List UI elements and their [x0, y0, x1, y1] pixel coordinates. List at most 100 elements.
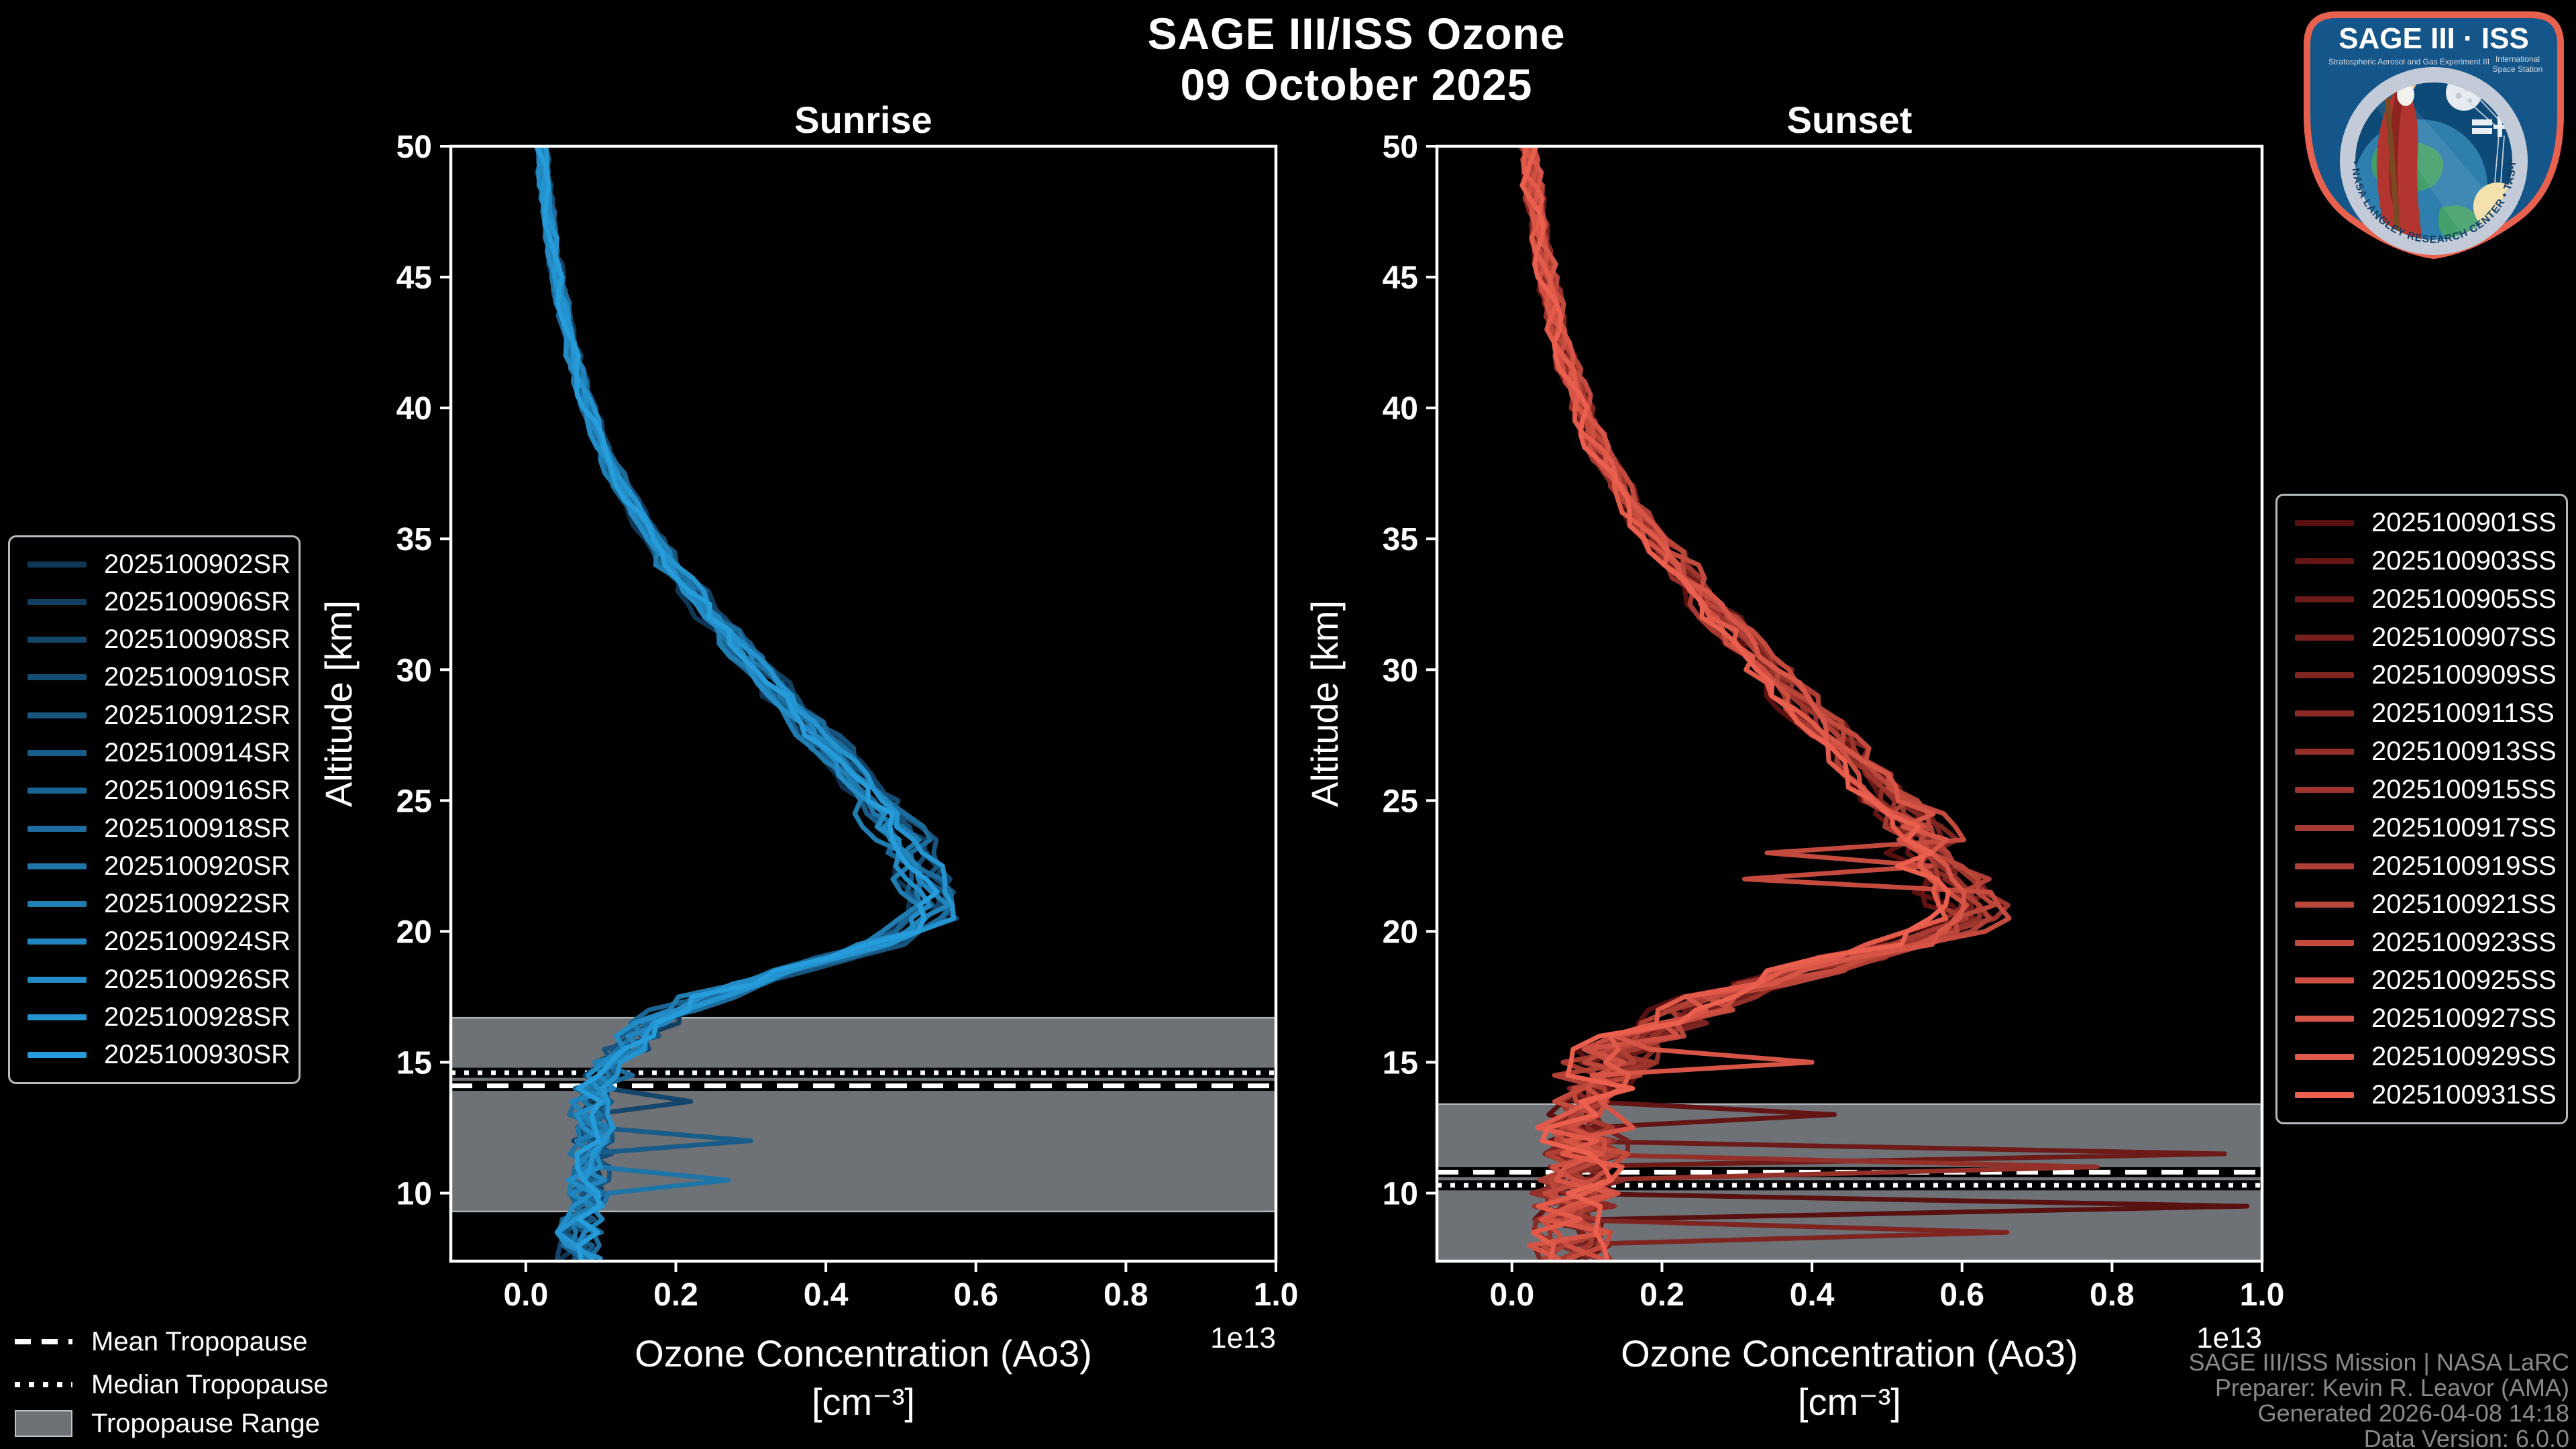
legend-label: 2025100930SR	[104, 1040, 291, 1070]
legend-line-swatch	[28, 863, 87, 869]
legend-line-swatch	[28, 637, 87, 643]
x-tick-label: 1.0	[1254, 1277, 1299, 1313]
legend-item: 2025100902SR	[10, 549, 299, 580]
legend-item: 2025100914SR	[10, 738, 299, 768]
legend-label: 2025100921SS	[2371, 889, 2557, 919]
median-tropopause-label: Median Tropopause	[91, 1369, 329, 1399]
x-tick-label: 0.2	[1640, 1277, 1684, 1313]
moon-crater	[2455, 93, 2462, 99]
legend-line-swatch	[28, 976, 87, 983]
plot-frame	[449, 144, 1278, 1263]
legend-label: 2025100922SR	[104, 889, 291, 919]
legend-label: 2025100910SR	[104, 662, 291, 692]
legend-label: 2025100903SS	[2371, 545, 2557, 576]
legend-label: 2025100911SS	[2371, 698, 2555, 729]
legend-label: 2025100902SR	[104, 549, 291, 579]
profile-line-2025100931SS	[1519, 146, 1951, 1261]
legend-line-swatch	[28, 901, 87, 908]
attribution-generated: Generated 2026-04-08 14:18	[2257, 1399, 2569, 1427]
x-tick-label: 0.4	[1790, 1277, 1835, 1313]
legend-line-swatch	[2295, 824, 2354, 831]
sunset-panel-title: Sunset	[1786, 99, 1913, 141]
legend-item-tropopause-range: Tropopause Range	[15, 1407, 320, 1440]
y-tick-label: 15	[396, 1045, 432, 1081]
y-tick-label: 10	[1383, 1177, 1418, 1212]
sunset-panel: 0.0 0.2 0.4 0.6 0.8 1.0 10 15 20 25 30 35 40 45 50	[1383, 129, 2285, 1313]
legend-line-swatch	[2295, 557, 2354, 564]
legend-label: 2025100909SS	[2371, 660, 2557, 690]
legend-label: 2025100917SS	[2371, 812, 2557, 843]
attribution-mission: SAGE III/ISS Mission | NASA LaRC	[2188, 1348, 2569, 1376]
sunrise-legend: 2025100902SR 2025100906SR 2025100908SR 2025…	[8, 535, 301, 1084]
sage-iii-iss-mission-patch: SAGE III · ISS Stratospheric Aerosol and…	[2296, 7, 2564, 260]
legend-label: 2025100916SR	[104, 775, 291, 806]
y-tick-label: 35	[396, 522, 432, 557]
y-tick-label: 20	[396, 914, 432, 950]
dashed-line-swatch	[15, 1339, 72, 1344]
x-tick-label: 0.6	[953, 1277, 998, 1313]
legend-line-swatch	[2295, 863, 2354, 869]
y-tick-label: 45	[1383, 260, 1418, 296]
legend-item: 2025100921SS	[2277, 890, 2566, 920]
legend-item: 2025100907SS	[2277, 623, 2566, 653]
y-tick-label: 10	[396, 1177, 432, 1212]
legend-label: 2025100920SR	[104, 851, 291, 881]
legend-item: 2025100925SS	[2277, 965, 2566, 996]
legend-label: 2025100923SS	[2371, 927, 2557, 957]
observation-rays	[2469, 95, 2505, 183]
legend-item-median-tropopause: Median Tropopause	[15, 1368, 329, 1401]
legend-line-swatch	[28, 674, 87, 681]
legend-item: 2025100926SR	[10, 965, 299, 995]
legend-label: 2025100912SR	[104, 700, 291, 730]
x-tick-label: 0.4	[804, 1277, 849, 1313]
legend-line-swatch	[2295, 519, 2354, 526]
legend-label: 2025100901SS	[2371, 507, 2557, 537]
y-tick-label: 30	[396, 653, 432, 688]
x-tick-label: 0.2	[653, 1277, 698, 1313]
legend-label: 2025100931SS	[2371, 1080, 2557, 1110]
sunrise-panel-title: Sunrise	[794, 99, 932, 141]
legend-line-swatch	[28, 1052, 87, 1059]
legend-item: 2025100928SR	[10, 1002, 299, 1032]
legend-line-swatch	[28, 561, 87, 568]
legend-label: 2025100907SS	[2371, 622, 2557, 652]
legend-line-swatch	[2295, 1054, 2354, 1061]
patch-subtitle-right-1: International	[2496, 54, 2540, 64]
sunrise-x-axis-label: Ozone Concentration (Ao3)	[635, 1332, 1092, 1375]
legend-item: 2025100906SR	[10, 587, 299, 617]
x-tick-label: 0.0	[503, 1277, 548, 1313]
legend-line-swatch	[28, 712, 87, 718]
legend-item: 2025100924SR	[10, 926, 299, 957]
legend-item: 2025100903SS	[2277, 546, 2566, 576]
legend-line-swatch	[2295, 787, 2354, 794]
y-tick-label: 50	[1383, 129, 1418, 165]
legend-label: 2025100908SR	[104, 625, 291, 655]
sunset-legend: 2025100901SS 2025100903SS 2025100905SS 2025…	[2275, 494, 2568, 1124]
plot-frame	[1435, 144, 2264, 1263]
legend-label: 2025100925SS	[2371, 965, 2557, 996]
legend-line-swatch	[2295, 939, 2354, 946]
sunrise-panel: 0.0 0.2 0.4 0.6 0.8 1.0 10 15 20 25 30 35 40 45 50	[396, 129, 1299, 1313]
legend-label: 2025100927SS	[2371, 1004, 2557, 1034]
legend-line-swatch	[2295, 977, 2354, 984]
legend-label: 2025100906SR	[104, 586, 291, 616]
x-tick-label: 0.0	[1489, 1277, 1534, 1313]
legend-item: 2025100920SR	[10, 851, 299, 881]
tropopause-range-label: Tropopause Range	[91, 1408, 320, 1438]
legend-label: 2025100913SS	[2371, 737, 2557, 767]
x-tick-label: 1.0	[2240, 1277, 2285, 1313]
sunset-x-axis-unit: [cm⁻³]	[1798, 1381, 1901, 1423]
legend-item: 2025100905SS	[2277, 584, 2566, 614]
sunrise-x-axis-unit: [cm⁻³]	[812, 1381, 915, 1423]
mean-tropopause-label: Mean Tropopause	[91, 1326, 308, 1356]
legend-item: 2025100915SS	[2277, 775, 2566, 805]
y-tick-label: 50	[396, 129, 432, 165]
legend-line-swatch	[2295, 1016, 2354, 1022]
legend-item: 2025100923SS	[2277, 928, 2566, 958]
profile-line-2025100928SR	[539, 146, 957, 1261]
y-tick-label: 25	[396, 784, 432, 819]
legend-item: 2025100922SR	[10, 889, 299, 919]
legend-line-swatch	[2295, 749, 2354, 755]
